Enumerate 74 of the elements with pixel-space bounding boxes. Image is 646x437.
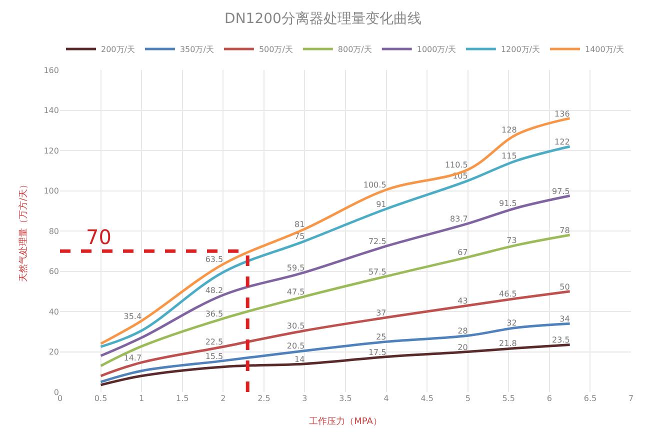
y-axis-title: 天然气处理量（万方/天） (18, 180, 30, 282)
annotation: 70 (86, 225, 112, 249)
data-label: 15.5 (205, 352, 224, 361)
x-tick-label: 6 (546, 394, 552, 403)
data-label: 46.5 (498, 289, 517, 298)
y-tick-label: 40 (48, 307, 59, 316)
y-tick-label: 20 (48, 348, 59, 357)
data-label: 21.8 (498, 339, 517, 348)
data-label: 17.5 (368, 348, 386, 357)
data-label: 23.5 (552, 336, 570, 345)
x-tick-label: 1 (139, 394, 144, 403)
data-label: 63.5 (205, 255, 224, 264)
legend-label: 1200万/天 (500, 45, 540, 54)
data-label: 57.5 (368, 267, 386, 276)
y-tick-label: 100 (44, 186, 59, 196)
data-label: 32 (506, 318, 517, 328)
data-label: 110.5 (444, 160, 468, 170)
y-tick-label: 60 (48, 267, 59, 276)
legend-label: 350万/天 (180, 45, 214, 54)
data-label: 35.4 (124, 312, 142, 321)
data-label: 14 (294, 354, 305, 364)
data-label: 115 (502, 152, 517, 161)
data-label: 28 (458, 326, 468, 336)
x-tick-label: 3 (302, 394, 308, 403)
data-label: 48.2 (205, 286, 224, 295)
data-label: 50 (560, 282, 570, 292)
data-label: 37 (376, 308, 386, 318)
data-label: 83.7 (450, 214, 468, 224)
x-tick-label: 4.5 (420, 394, 434, 403)
x-tick-label: 5.5 (502, 394, 516, 403)
data-label: 122 (554, 137, 570, 146)
x-tick-label: 0.5 (94, 394, 108, 403)
data-label: 78 (560, 226, 570, 236)
data-label: 59.5 (286, 263, 305, 272)
x-tick-label: 1.5 (176, 394, 189, 403)
data-label: 97.5 (552, 186, 570, 196)
data-label: 36.5 (205, 310, 224, 319)
legend-label: 200万/天 (101, 45, 135, 54)
data-label: 14.7 (124, 353, 142, 362)
data-label: 81 (294, 220, 305, 229)
data-label: 30.5 (286, 322, 305, 331)
legend-label: 1000万/天 (416, 45, 456, 54)
x-axis-title: 工作压力（MPA） (309, 416, 382, 427)
data-label: 100.5 (363, 180, 386, 190)
chart-title: DN1200分离器处理量变化曲线 (224, 10, 422, 27)
data-label: 20 (458, 342, 468, 352)
legend-label: 500万/天 (258, 45, 293, 54)
x-tick-label: 7 (628, 394, 634, 403)
data-label: 91.5 (498, 198, 517, 208)
data-label: 128 (502, 125, 517, 134)
legend-label: 800万/天 (338, 45, 372, 54)
data-label: 47.5 (286, 287, 305, 296)
x-tick-label: 2.5 (258, 394, 270, 403)
x-tick-label: 2 (220, 394, 226, 403)
data-label: 72.5 (368, 237, 386, 246)
data-label: 136 (554, 109, 570, 118)
data-label: 25 (376, 332, 386, 342)
data-label: 34 (560, 314, 570, 324)
y-tick-label: 80 (48, 226, 59, 236)
data-label: 20.5 (286, 342, 305, 351)
x-tick-label: 3.5 (339, 394, 352, 403)
x-tick-label: 4 (384, 394, 389, 403)
data-label: 22.5 (205, 338, 224, 347)
x-tick-label: 6.5 (584, 394, 597, 403)
y-tick-label: 140 (44, 106, 59, 116)
y-tick-label: 0 (54, 388, 59, 397)
y-tick-label: 160 (44, 66, 59, 75)
data-label: 91 (376, 200, 386, 209)
y-tick-label: 120 (44, 146, 59, 156)
data-label: 43 (458, 296, 468, 306)
data-label: 73 (506, 236, 517, 246)
legend-label: 1400万/天 (585, 45, 624, 54)
data-label: 67 (458, 248, 468, 258)
x-tick-label: 5 (465, 394, 470, 403)
